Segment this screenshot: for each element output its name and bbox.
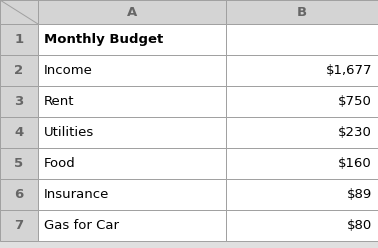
Bar [0,117,38,148]
Bar [38,55,226,86]
Text: 4: 4 [14,126,23,139]
Bar [38,148,226,179]
Text: $80: $80 [347,219,372,232]
Bar [38,117,226,148]
Text: 6: 6 [14,188,23,201]
Bar [226,86,378,117]
Bar [226,148,378,179]
Text: Insurance: Insurance [44,188,109,201]
Text: Utilities: Utilities [44,126,94,139]
Bar [38,0,226,24]
Text: $160: $160 [338,157,372,170]
Text: 1: 1 [14,33,23,46]
Text: Monthly Budget: Monthly Budget [44,33,163,46]
Bar [226,179,378,210]
Bar [0,55,38,86]
Bar [226,210,378,241]
Text: $89: $89 [347,188,372,201]
Text: Rent: Rent [44,95,74,108]
Bar [38,179,226,210]
Bar [226,24,378,55]
Bar [226,117,378,148]
Bar [226,55,378,86]
Bar [38,86,226,117]
Bar [0,179,38,210]
Bar [0,148,38,179]
Text: Food: Food [44,157,76,170]
Text: 7: 7 [14,219,23,232]
Text: B: B [297,5,307,19]
Text: Income: Income [44,64,93,77]
Text: $230: $230 [338,126,372,139]
Text: 2: 2 [14,64,23,77]
Bar [38,210,226,241]
Bar [226,0,378,24]
Text: Gas for Car: Gas for Car [44,219,119,232]
Bar [0,86,38,117]
Bar [0,0,38,24]
Text: 3: 3 [14,95,23,108]
Text: $1,677: $1,677 [325,64,372,77]
Bar [38,24,226,55]
Text: $750: $750 [338,95,372,108]
Bar [0,24,38,55]
Text: 5: 5 [14,157,23,170]
Bar [0,210,38,241]
Text: A: A [127,5,137,19]
